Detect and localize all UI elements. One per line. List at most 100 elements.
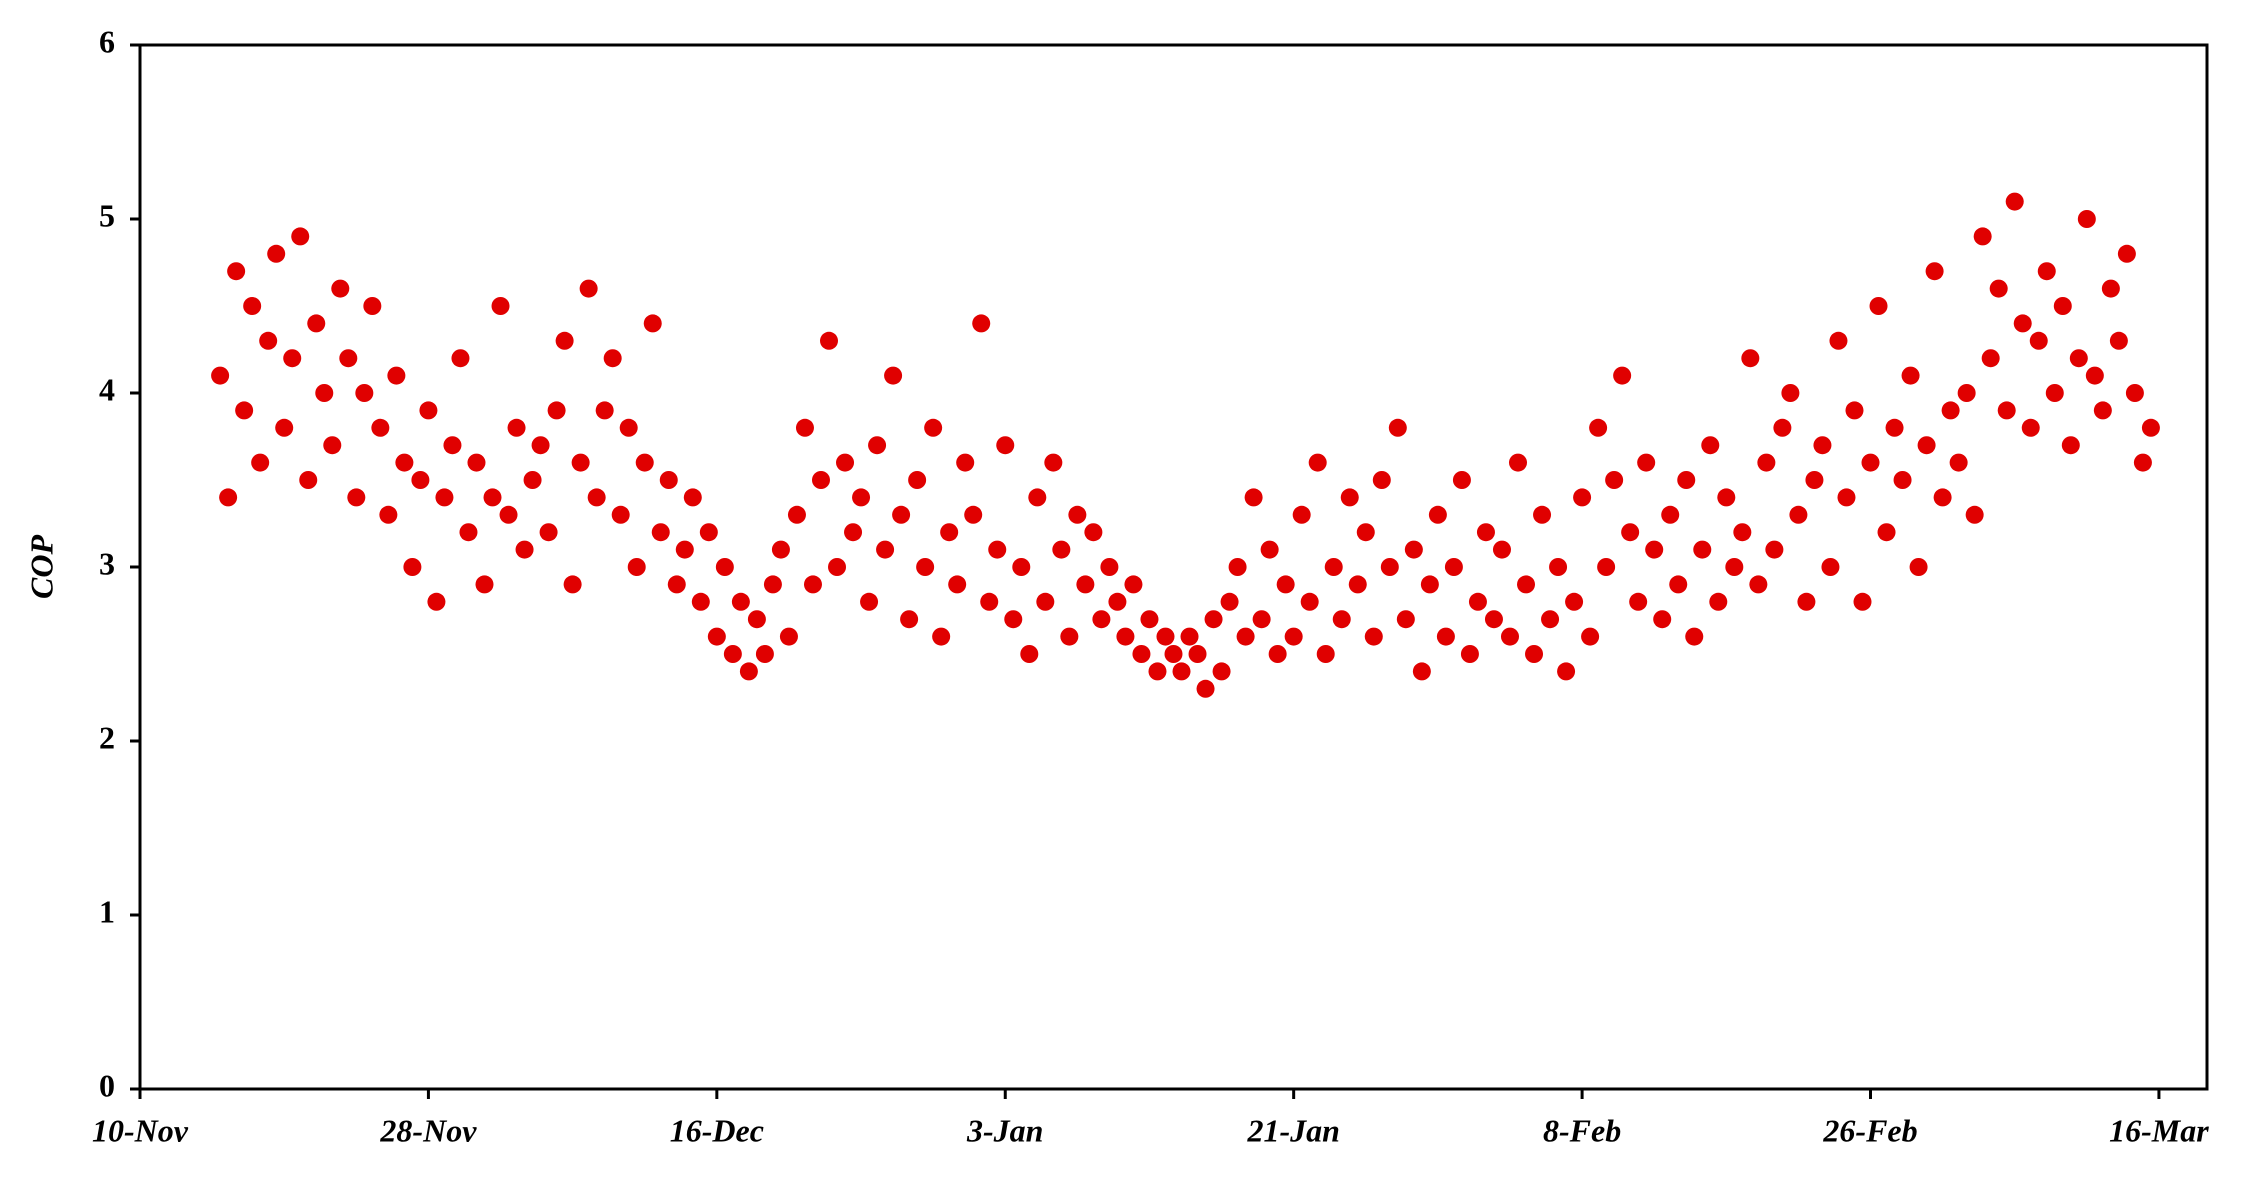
point bbox=[2117, 244, 2136, 263]
point bbox=[475, 575, 494, 594]
point bbox=[1108, 592, 1127, 611]
x-tick-label: 8-Feb bbox=[1543, 1112, 1621, 1148]
point bbox=[243, 297, 262, 315]
point bbox=[1797, 592, 1816, 611]
point bbox=[1725, 558, 1744, 576]
point bbox=[1124, 575, 1143, 594]
point bbox=[2109, 331, 2128, 350]
point bbox=[1869, 297, 1888, 315]
point bbox=[259, 331, 278, 350]
point bbox=[836, 453, 855, 472]
point bbox=[900, 610, 919, 629]
point bbox=[643, 314, 662, 333]
point bbox=[2021, 418, 2040, 437]
point bbox=[1525, 645, 1544, 663]
point bbox=[595, 401, 614, 420]
point bbox=[2125, 384, 2144, 402]
point bbox=[2005, 192, 2024, 211]
point bbox=[1901, 366, 1920, 385]
point bbox=[892, 505, 911, 524]
point bbox=[667, 575, 686, 594]
point bbox=[2029, 331, 2048, 350]
point bbox=[459, 523, 478, 542]
point bbox=[1204, 610, 1223, 629]
point bbox=[1781, 384, 1800, 402]
point bbox=[828, 558, 847, 576]
point bbox=[1428, 505, 1447, 524]
point bbox=[852, 488, 871, 507]
point bbox=[1805, 471, 1824, 489]
point bbox=[1917, 436, 1936, 455]
point bbox=[1148, 662, 1167, 681]
point bbox=[1573, 488, 1592, 507]
point bbox=[1004, 610, 1023, 629]
x-tick-label: 10-Nov bbox=[92, 1112, 189, 1148]
point bbox=[603, 349, 622, 368]
point bbox=[563, 575, 582, 594]
point bbox=[1597, 558, 1616, 576]
point bbox=[1348, 575, 1367, 594]
point bbox=[291, 227, 310, 246]
point bbox=[403, 558, 422, 576]
point bbox=[491, 297, 510, 315]
point bbox=[1757, 453, 1776, 472]
point bbox=[876, 540, 895, 559]
point bbox=[1973, 227, 1992, 246]
point bbox=[811, 471, 830, 489]
point bbox=[1965, 505, 1984, 524]
point bbox=[443, 436, 462, 455]
point bbox=[219, 488, 238, 507]
point bbox=[1492, 540, 1511, 559]
point bbox=[844, 523, 863, 542]
point bbox=[2069, 349, 2088, 368]
point bbox=[1388, 418, 1407, 437]
point bbox=[1324, 558, 1343, 576]
point bbox=[387, 366, 406, 385]
y-tick-label: 3 bbox=[99, 545, 115, 581]
point bbox=[1925, 262, 1944, 281]
point bbox=[1637, 453, 1656, 472]
x-tick-label: 28-Nov bbox=[379, 1112, 477, 1148]
point bbox=[860, 592, 879, 611]
point bbox=[363, 297, 382, 315]
point bbox=[579, 279, 598, 298]
x-tick-label: 21-Jan bbox=[1246, 1112, 1339, 1148]
point bbox=[1284, 627, 1303, 646]
point bbox=[483, 488, 502, 507]
point bbox=[1484, 610, 1503, 629]
point bbox=[1196, 679, 1215, 698]
point bbox=[659, 471, 678, 489]
point bbox=[1156, 627, 1175, 646]
point bbox=[531, 436, 550, 455]
point bbox=[619, 418, 638, 437]
point bbox=[956, 453, 975, 472]
point bbox=[1244, 488, 1263, 507]
point bbox=[379, 505, 398, 524]
point bbox=[1789, 505, 1808, 524]
y-tick-label: 6 bbox=[99, 23, 115, 59]
plot-frame bbox=[138, 43, 2209, 1091]
point bbox=[275, 418, 294, 437]
point bbox=[1829, 331, 1848, 350]
point bbox=[611, 505, 630, 524]
point bbox=[795, 418, 814, 437]
point bbox=[739, 662, 758, 681]
x-tick-label: 26-Feb bbox=[1822, 1112, 1917, 1148]
point bbox=[1020, 645, 1039, 663]
point bbox=[1837, 488, 1856, 507]
point bbox=[1012, 558, 1031, 576]
point bbox=[1517, 575, 1536, 594]
point bbox=[1188, 645, 1207, 663]
point bbox=[699, 523, 718, 542]
point bbox=[1212, 662, 1231, 681]
point bbox=[1100, 558, 1119, 576]
point bbox=[1701, 436, 1720, 455]
point bbox=[908, 471, 927, 489]
point bbox=[1941, 401, 1960, 420]
point bbox=[555, 331, 574, 350]
point bbox=[675, 540, 694, 559]
point bbox=[924, 418, 943, 437]
point bbox=[315, 384, 334, 402]
point bbox=[1629, 592, 1648, 611]
